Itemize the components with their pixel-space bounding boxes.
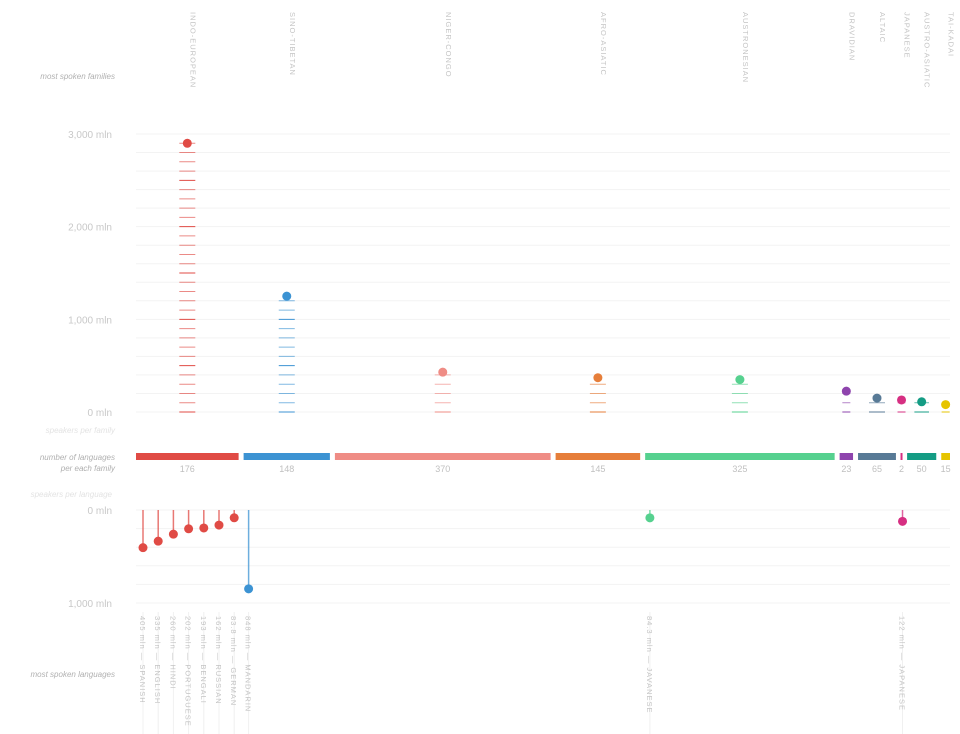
family-axis-tick-label: 0 mln bbox=[88, 408, 112, 419]
family-point-afro-asiatic bbox=[593, 373, 603, 383]
language-point-84-3-mln-javanese bbox=[645, 513, 655, 523]
language-grid bbox=[136, 509, 950, 604]
family-point-austronesian bbox=[735, 375, 745, 385]
language-label-162-mln-russian: 162 mln — RUSSIAN bbox=[214, 616, 223, 705]
language-points bbox=[138, 513, 908, 594]
language-point-193-mln-bengali bbox=[199, 523, 209, 533]
language-count-bar-afro-asiatic bbox=[555, 453, 641, 460]
family-axis-tick-label: 1,000 mln bbox=[68, 315, 112, 326]
language-count-label-sino-tibetan: 148 bbox=[279, 464, 294, 474]
language-guides bbox=[142, 612, 904, 734]
language-label-122-mln-japanese: 122 mln — JAPANESE bbox=[898, 616, 907, 711]
side-label-number-of-languages: number of languages bbox=[40, 453, 115, 462]
family-point-sino-tibetan bbox=[282, 291, 292, 301]
language-count-bar-japanese bbox=[900, 453, 903, 460]
family-labels: INDO-EUROPEAN SINO-TIBETAN NIGER-CONGO AFRO… bbox=[188, 12, 955, 88]
language-label-202-mln-portuguese: 202 mln — PORTUGUESE bbox=[184, 616, 193, 727]
language-point-83-8-mln-german bbox=[229, 513, 239, 523]
language-count-bars bbox=[136, 453, 950, 460]
family-point-tai-kadai bbox=[941, 400, 951, 410]
family-name-tai-kadai: TAI-KADAI bbox=[947, 12, 956, 57]
language-point-335-mln-english bbox=[153, 536, 163, 546]
language-count-label-austro-asiatic: 50 bbox=[917, 464, 927, 474]
side-label-families: most spoken families bbox=[40, 72, 115, 81]
language-count-label-altaic: 65 bbox=[872, 464, 882, 474]
language-label-848-mln-mandarin: 848 mln — MANDARIN bbox=[244, 616, 253, 712]
language-point-260-mln-hindi bbox=[168, 529, 178, 539]
family-point-austro-asiatic bbox=[917, 397, 927, 407]
family-name-altaic: ALTAIC bbox=[878, 12, 887, 43]
language-point-405-mln-spanish bbox=[138, 543, 148, 553]
family-point-niger-congo bbox=[438, 367, 448, 377]
side-labels: most spoken families speakers per family… bbox=[31, 72, 117, 679]
language-count-bar-dravidian bbox=[839, 453, 854, 460]
language-count-bar-austronesian bbox=[645, 453, 835, 460]
family-grid bbox=[136, 133, 950, 413]
family-axis-tick-label: 2,000 mln bbox=[68, 223, 112, 234]
language-label-260-mln-hindi: 260 mln — HINDI bbox=[168, 616, 177, 690]
language-point-162-mln-russian bbox=[214, 520, 224, 530]
family-axis: 0 mln 1,000 mln 2,000 mln 3,000 mln bbox=[68, 130, 112, 419]
family-point-dravidian bbox=[841, 386, 851, 396]
language-count-label-tai-kadai: 15 bbox=[941, 464, 951, 474]
family-name-japanese: JAPANESE bbox=[903, 12, 912, 59]
language-count-bar-indo-european bbox=[136, 453, 239, 460]
family-point-altaic bbox=[872, 393, 882, 403]
language-count-label-afro-asiatic: 145 bbox=[590, 464, 605, 474]
language-count-label-indo-european: 176 bbox=[180, 464, 195, 474]
language-count-label-japanese: 2 bbox=[899, 464, 904, 474]
family-point-japanese bbox=[897, 395, 907, 405]
side-label-speakers-language: speakers per language bbox=[31, 490, 113, 499]
language-label-405-mln-spanish: 405 mln — SPANISH bbox=[138, 616, 147, 704]
language-stems bbox=[142, 510, 904, 589]
language-count-bar-niger-congo bbox=[334, 453, 551, 460]
language-count-bar-tai-kadai bbox=[941, 453, 950, 460]
family-name-austronesian: AUSTRONESIAN bbox=[741, 12, 750, 83]
family-point-indo-european bbox=[182, 138, 192, 148]
language-count-label-niger-congo: 370 bbox=[435, 464, 450, 474]
language-labels: 405 mln — SPANISH 335 mln — ENGLISH 260 ml… bbox=[138, 616, 907, 727]
language-point-122-mln-japanese bbox=[898, 516, 908, 526]
language-count-bar-austro-asiatic bbox=[907, 453, 937, 460]
language-point-202-mln-portuguese bbox=[184, 524, 194, 534]
language-label-84-3-mln-javanese: 84.3 mln — JAVANESE bbox=[645, 616, 654, 714]
family-name-sino-tibetan: SINO-TIBETAN bbox=[288, 12, 297, 76]
language-point-848-mln-mandarin bbox=[244, 584, 254, 594]
side-label-languages: most spoken languages bbox=[31, 670, 116, 679]
language-label-335-mln-english: 335 mln — ENGLISH bbox=[153, 616, 162, 704]
language-axis-tick-label: 1,000 mln bbox=[68, 599, 112, 610]
language-label-83-8-mln-german: 83.8 mln — GERMAN bbox=[229, 616, 238, 706]
family-axis-tick-label: 3,000 mln bbox=[68, 130, 112, 141]
side-label-per-each-family: per each family bbox=[60, 464, 116, 473]
language-count-bar-altaic bbox=[858, 453, 896, 460]
language-count-labels: 176 148 370 145 325 23 65 2 50 15 bbox=[180, 464, 951, 474]
family-name-afro-asiatic: AFRO-ASIATIC bbox=[599, 12, 608, 76]
family-name-austro-asiatic: AUSTRO-ASIATIC bbox=[923, 12, 932, 88]
language-label-193-mln-bengali: 193 mln — BENGALI bbox=[199, 616, 208, 704]
language-count-bar-sino-tibetan bbox=[243, 453, 330, 460]
family-name-niger-congo: NIGER-CONGO bbox=[444, 12, 453, 78]
family-name-dravidian: DRAVIDIAN bbox=[847, 12, 856, 61]
family-name-indo-european: INDO-EUROPEAN bbox=[188, 12, 197, 88]
language-count-label-austronesian: 325 bbox=[732, 464, 747, 474]
language-axis: 0 mln 1,000 mln bbox=[68, 506, 112, 610]
family-points bbox=[182, 138, 951, 410]
language-count-label-dravidian: 23 bbox=[841, 464, 851, 474]
language-axis-tick-label: 0 mln bbox=[88, 506, 112, 517]
family-tick-marks bbox=[179, 142, 950, 413]
side-label-speakers-family: speakers per family bbox=[46, 426, 116, 435]
